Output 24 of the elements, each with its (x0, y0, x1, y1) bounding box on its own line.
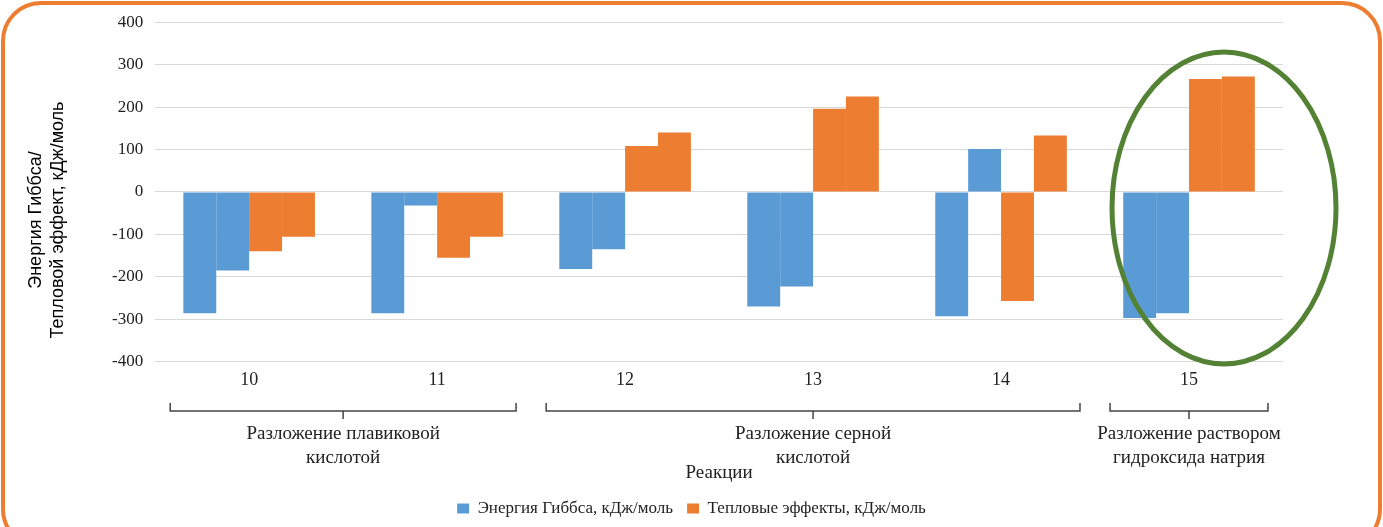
y-tick-label: 0 (134, 181, 144, 201)
x-tick-label: 15 (1180, 369, 1199, 390)
y-tick-label: 300 (117, 54, 144, 74)
y-tick-label: -400 (111, 351, 144, 371)
y-tick-label: 400 (117, 11, 144, 31)
y-tick-label: 200 (117, 96, 144, 116)
legend-label: Тепловые эффекты, кДж/моль (707, 497, 927, 517)
x-tick-label: 10 (240, 369, 259, 390)
bar (935, 192, 969, 317)
y-tick-label: 100 (117, 138, 144, 158)
bar (1033, 135, 1067, 192)
x-tick-label: 11 (428, 369, 446, 390)
x-tick-label: 14 (992, 369, 1011, 390)
x-tick-label: 13 (804, 369, 823, 390)
bar (1001, 192, 1034, 301)
y-tick-label: -200 (111, 266, 144, 286)
text: Разложение плавиковой кислотой (246, 422, 440, 468)
bar (968, 149, 1002, 192)
y-axis-title: Энергия Гиббса/ Тепловой эффект, кДж/моль (23, 101, 68, 339)
x-tick-label: 12 (616, 369, 635, 390)
text: Разложение раствором гидроксида натрия (1097, 422, 1281, 468)
y-tick-label: -100 (111, 223, 144, 243)
y-tick-label: -300 (111, 308, 144, 328)
legend-label: Энергия Гиббса, кДж/моль (477, 497, 674, 517)
